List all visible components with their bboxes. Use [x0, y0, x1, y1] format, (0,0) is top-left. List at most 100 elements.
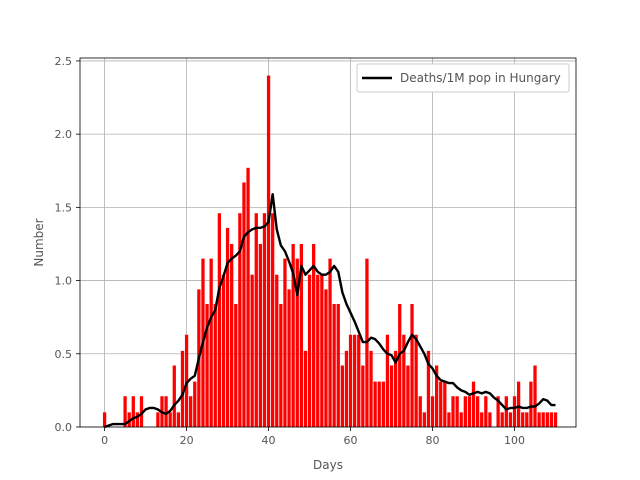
bar — [328, 258, 332, 427]
bar — [225, 227, 230, 427]
bar — [549, 412, 554, 427]
bar — [312, 243, 316, 427]
bar — [221, 274, 226, 427]
bar — [213, 304, 217, 427]
bar — [418, 396, 422, 427]
bar — [426, 350, 431, 427]
bar — [205, 304, 209, 427]
bar — [480, 412, 484, 427]
bar — [266, 75, 271, 428]
bar — [525, 412, 529, 427]
bar — [389, 365, 394, 427]
bar — [209, 258, 213, 427]
bar — [250, 274, 254, 427]
y-axis-label: Number — [32, 218, 46, 266]
bar — [500, 412, 504, 427]
bar — [275, 274, 279, 427]
bar — [455, 396, 459, 427]
x-tick-label: 0 — [101, 434, 108, 447]
bar — [193, 381, 197, 427]
bar-series — [102, 75, 558, 428]
bar — [463, 396, 467, 427]
bar — [496, 396, 500, 427]
x-tick-label: 80 — [426, 434, 440, 447]
bar — [447, 412, 451, 427]
x-tick-label: 20 — [180, 434, 194, 447]
y-tick-label: 1.0 — [55, 275, 73, 288]
bar — [361, 365, 365, 427]
bar — [410, 304, 414, 427]
bar — [475, 396, 480, 427]
bar — [516, 381, 521, 427]
bar — [402, 334, 406, 427]
bar — [242, 182, 246, 427]
bar — [279, 304, 283, 427]
bar — [385, 334, 390, 427]
bar — [537, 412, 541, 427]
bar — [287, 289, 291, 427]
bar — [533, 365, 537, 427]
y-axis-ticks: 0.0 0.5 1.0 1.5 2.0 2.5 — [55, 55, 80, 434]
x-tick-label: 40 — [262, 434, 276, 447]
bar — [545, 412, 549, 427]
bar — [303, 350, 308, 427]
legend: Deaths/1M pop in Hungary — [356, 63, 570, 93]
bar — [258, 243, 263, 427]
bar — [467, 396, 472, 427]
x-tick-label: 60 — [344, 434, 358, 447]
bar — [451, 396, 455, 427]
bar — [217, 213, 222, 427]
y-tick-label: 2.0 — [55, 128, 73, 141]
bar — [344, 350, 349, 427]
bar — [246, 167, 250, 428]
bar — [398, 304, 402, 427]
bar — [348, 334, 353, 427]
bar — [291, 243, 295, 427]
bar — [443, 381, 447, 427]
bar — [373, 381, 377, 427]
bar — [332, 304, 336, 427]
bar — [184, 334, 189, 427]
bar — [234, 304, 238, 427]
plot-frame — [79, 57, 577, 428]
line-series — [104, 192, 556, 429]
bar — [336, 304, 340, 427]
bar — [369, 350, 373, 427]
x-tick-label: 100 — [504, 434, 525, 447]
y-tick-label: 0.5 — [55, 348, 73, 361]
bar — [340, 365, 344, 427]
y-tick-label: 2.5 — [55, 55, 73, 68]
bar — [434, 365, 439, 427]
bar — [504, 396, 508, 427]
bar — [156, 412, 160, 427]
bar — [262, 213, 267, 427]
bar — [180, 350, 185, 427]
bar — [508, 412, 513, 427]
bar — [123, 396, 127, 427]
bar — [164, 396, 168, 427]
bar — [471, 381, 476, 427]
bar — [393, 350, 398, 427]
bar — [430, 396, 435, 427]
bar — [484, 396, 488, 427]
bar — [553, 412, 558, 427]
bar — [381, 381, 385, 427]
bar — [521, 412, 525, 427]
bar — [254, 213, 258, 427]
bar — [357, 334, 361, 427]
legend-box — [356, 63, 570, 93]
bar — [529, 381, 533, 427]
legend-label: Deaths/1M pop in Hungary — [400, 71, 561, 85]
bar — [299, 243, 303, 427]
bar — [131, 396, 135, 427]
bar — [295, 258, 299, 427]
bar — [168, 412, 172, 427]
bar — [422, 412, 426, 427]
bar — [307, 274, 312, 427]
x-axis-label: Days — [313, 458, 343, 472]
bar — [176, 412, 181, 427]
line-series-path — [104, 192, 556, 429]
bar — [172, 365, 176, 427]
bar — [377, 381, 381, 427]
